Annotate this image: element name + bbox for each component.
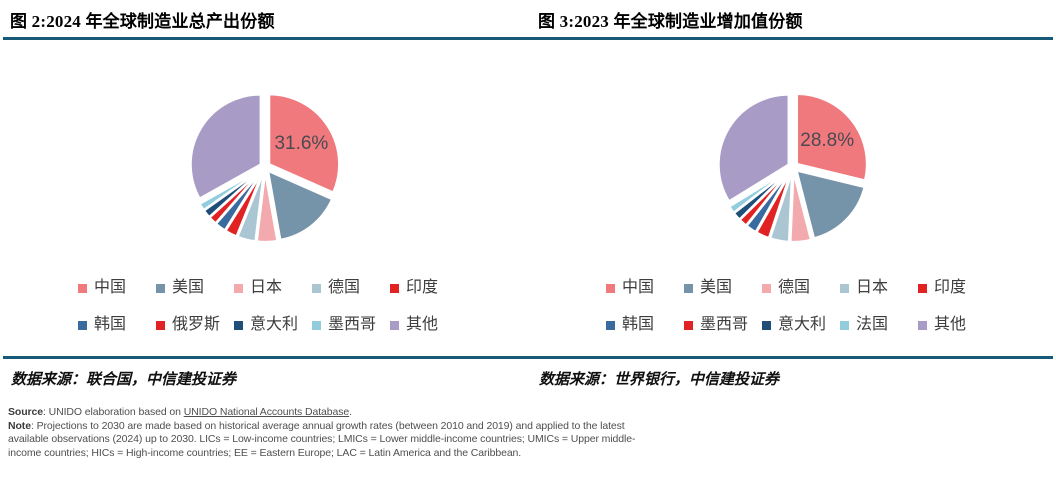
pie-data-label: 28.8% bbox=[800, 130, 854, 151]
legend-label: 美国 bbox=[172, 279, 205, 296]
footnote-source-label: Source bbox=[8, 406, 43, 418]
pie-slice-germany bbox=[236, 170, 265, 243]
data-source-right: 数据来源：世界银行，中信建投证券 bbox=[539, 372, 780, 388]
legend-label: 韩国 bbox=[94, 316, 127, 333]
footnote-source-period: . bbox=[349, 406, 352, 418]
pie-chart-2024-output: 31.6% bbox=[189, 93, 341, 244]
legend-item-india: 印度 bbox=[918, 278, 996, 298]
legend-swatch-germany bbox=[312, 283, 321, 293]
footnote-source-line: Source: UNIDO elaboration based on UNIDO… bbox=[8, 406, 664, 420]
legend-label: 俄罗斯 bbox=[172, 316, 221, 333]
legend-item-usa: 美国 bbox=[156, 278, 234, 298]
legend-swatch-russia bbox=[156, 320, 165, 330]
source-divider-line bbox=[3, 356, 1053, 359]
pie-slice-germany bbox=[789, 170, 813, 244]
legend-swatch-korea bbox=[78, 320, 87, 330]
legend-2024-output: 中国 美国 日本 德国 印度韩国 俄罗斯 意大利 墨西哥 其他 bbox=[78, 278, 528, 335]
legend-swatch-india bbox=[390, 283, 399, 293]
footnote-note-label: Note bbox=[8, 419, 31, 432]
title-divider-line bbox=[3, 37, 1053, 40]
legend-item-others: 其他 bbox=[918, 315, 996, 335]
legend-item-france: 法国 bbox=[840, 315, 918, 335]
legend-item-others: 其他 bbox=[390, 315, 468, 335]
data-sources-row: 数据来源：联合国，中信建投证券 数据来源：世界银行，中信建投证券 bbox=[0, 359, 1056, 389]
pie-slice-usa bbox=[795, 169, 866, 240]
pie-slice-mexico bbox=[198, 168, 262, 212]
legend-swatch-italy bbox=[234, 320, 243, 330]
legend-item-japan: 日本 bbox=[234, 278, 312, 298]
footnote-note-text: : Projections to 2030 are made based on … bbox=[8, 419, 636, 459]
legend-swatch-china bbox=[606, 283, 615, 293]
legend-swatch-germany bbox=[762, 283, 771, 293]
legend-swatch-japan bbox=[234, 283, 243, 293]
legend-swatch-mexico bbox=[312, 320, 321, 330]
legend-label: 墨西哥 bbox=[328, 316, 377, 333]
footnote-database-link[interactable]: UNIDO National Accounts Database bbox=[183, 406, 350, 418]
legend-swatch-usa bbox=[684, 283, 693, 293]
legend-item-china: 中国 bbox=[78, 278, 156, 298]
legend-label: 中国 bbox=[94, 279, 127, 296]
pie-slice-usa bbox=[266, 169, 334, 241]
legend-label: 中国 bbox=[622, 279, 655, 296]
legend-item-korea: 韩国 bbox=[78, 315, 156, 335]
footnote-note-line: Note: Projections to 2030 are made based… bbox=[8, 420, 664, 461]
legend-label: 印度 bbox=[406, 279, 439, 296]
legend-item-italy: 意大利 bbox=[234, 315, 312, 335]
legend-item-germany: 德国 bbox=[312, 278, 390, 298]
legend-label: 意大利 bbox=[250, 316, 299, 333]
pie-slice-others bbox=[717, 93, 790, 203]
legend-swatch-korea bbox=[606, 320, 615, 330]
legend-item-india: 印度 bbox=[390, 278, 468, 298]
charts-row: 31.6% 中国 美国 日本 德国 印度韩国 俄罗斯 意大利 墨西哥 其他 28.8% 中国 美国… bbox=[0, 40, 1056, 335]
legend-item-italy: 意大利 bbox=[762, 315, 840, 335]
legend-swatch-india bbox=[918, 283, 927, 293]
pie-slice-china bbox=[795, 92, 868, 182]
legend-swatch-mexico bbox=[684, 320, 693, 330]
footnote-source-text: : UNIDO elaboration based on bbox=[43, 406, 184, 418]
legend-item-germany: 德国 bbox=[762, 278, 840, 298]
chart-title-2023-value-added: 图 3:2023 年全球制造业增加值份额 bbox=[538, 12, 803, 31]
footnotes-block: Source: UNIDO elaboration based on UNIDO… bbox=[8, 406, 664, 460]
pie-chart-2023-value-added: 28.8% bbox=[717, 92, 868, 244]
pie-slice-china bbox=[268, 93, 341, 194]
legend-swatch-china bbox=[78, 283, 87, 293]
legend-label: 墨西哥 bbox=[700, 316, 749, 333]
legend-item-japan: 日本 bbox=[840, 278, 918, 298]
legend-swatch-others bbox=[390, 320, 399, 330]
legend-swatch-italy bbox=[762, 320, 771, 330]
pie-slice-france bbox=[728, 168, 790, 214]
legend-label: 其他 bbox=[934, 316, 967, 333]
chart-title-2024-output: 图 2:2024 年全球制造业总产出份额 bbox=[10, 12, 275, 31]
pie-slice-japan bbox=[255, 170, 279, 244]
pie-data-label: 31.6% bbox=[274, 133, 328, 154]
legend-swatch-others bbox=[918, 320, 927, 330]
legend-label: 韩国 bbox=[622, 316, 655, 333]
legend-label: 日本 bbox=[250, 279, 283, 296]
legend-item-russia: 俄罗斯 bbox=[156, 315, 234, 335]
chart-titles-row: 图 2:2024 年全球制造业总产出份额 图 3:2023 年全球制造业增加值份… bbox=[0, 0, 1056, 37]
legend-swatch-japan bbox=[840, 283, 849, 293]
data-source-left: 数据来源：联合国，中信建投证券 bbox=[11, 372, 237, 388]
pie-slice-japan bbox=[768, 170, 794, 243]
legend-label: 其他 bbox=[406, 316, 439, 333]
legend-label: 日本 bbox=[856, 279, 889, 296]
legend-item-mexico: 墨西哥 bbox=[312, 315, 390, 335]
legend-swatch-france bbox=[840, 320, 849, 330]
legend-label: 德国 bbox=[778, 279, 811, 296]
legend-item-mexico: 墨西哥 bbox=[684, 315, 762, 335]
legend-2023-value-added: 中国 美国 德国 日本 印度韩国 墨西哥 意大利 法国 其他 bbox=[606, 278, 1056, 335]
legend-item-china: 中国 bbox=[606, 278, 684, 298]
legend-swatch-usa bbox=[156, 283, 165, 293]
legend-label: 印度 bbox=[934, 279, 967, 296]
legend-label: 美国 bbox=[700, 279, 733, 296]
legend-label: 法国 bbox=[856, 316, 889, 333]
legend-item-usa: 美国 bbox=[684, 278, 762, 298]
legend-label: 德国 bbox=[328, 279, 361, 296]
legend-label: 意大利 bbox=[778, 316, 827, 333]
legend-item-korea: 韩国 bbox=[606, 315, 684, 335]
pie-slice-others bbox=[189, 93, 262, 200]
